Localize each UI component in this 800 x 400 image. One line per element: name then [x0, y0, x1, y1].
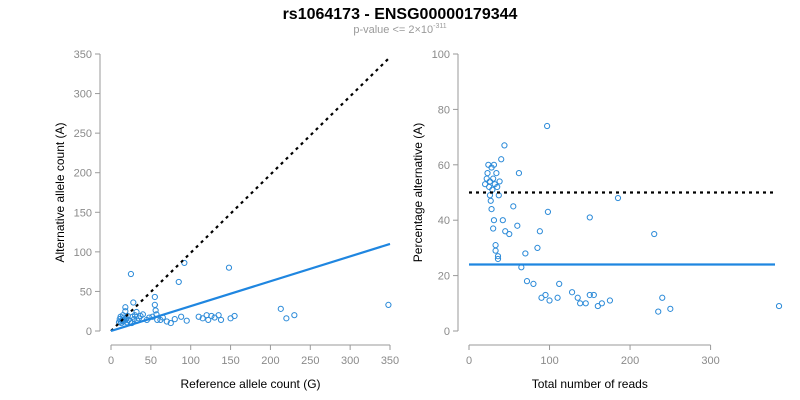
left-x-axis-label: Reference allele count (G) — [180, 377, 320, 391]
left-data-point — [133, 308, 140, 316]
left-data-point — [167, 319, 174, 327]
left-data-point — [283, 315, 290, 322]
left-data-point — [277, 305, 284, 312]
left-reference-line-dotted — [110, 56, 391, 332]
left-y-tick-label: 0 — [86, 326, 92, 338]
left-x-tick-label: 250 — [301, 355, 319, 367]
left-data-point — [215, 312, 222, 319]
left-fit-line-solid — [110, 242, 391, 333]
left-x-tick-label: 0 — [108, 355, 114, 367]
left-data-point — [151, 301, 158, 308]
left-x-tick-label: 100 — [182, 355, 200, 367]
left-x-tick-label: 300 — [341, 355, 359, 367]
left-data-point — [171, 316, 178, 323]
chart-subtitle: p-value <= 2×10-311 — [0, 23, 800, 36]
left-data-point — [199, 315, 206, 322]
left-data-point — [178, 313, 185, 320]
left-data-point — [163, 318, 170, 325]
left-data-point — [151, 293, 158, 301]
left-data-point — [122, 308, 129, 315]
left-data-point — [122, 304, 129, 311]
left-data-point — [217, 316, 225, 324]
left-y-tick-label: 200 — [74, 168, 92, 180]
left-data-point — [183, 317, 190, 324]
left-x-tick-label: 200 — [261, 355, 279, 367]
left-x-tick-label: 150 — [221, 355, 239, 367]
left-data-point — [291, 312, 298, 319]
left-x-tick-label: 350 — [381, 355, 399, 367]
left-data-point — [225, 264, 233, 271]
left-data-point — [385, 301, 392, 308]
left-data-point — [175, 278, 182, 286]
left-data-point — [152, 307, 159, 314]
left-data-point — [139, 311, 146, 318]
subtitle-exponent: -311 — [433, 23, 447, 30]
subtitle-text: p-value <= 2×10 — [353, 24, 434, 36]
left-y-tick-label: 150 — [74, 207, 92, 219]
left-data-point — [127, 270, 135, 278]
left-y-tick-label: 100 — [74, 247, 92, 259]
left-data-point — [205, 316, 212, 324]
left-y-axis-label: Alternative allele count (A) — [53, 122, 67, 262]
left-y-tick-label: 300 — [74, 89, 92, 101]
left-y-tick-label: 350 — [74, 49, 92, 61]
left-data-point — [231, 312, 238, 320]
left-data-point — [208, 312, 215, 320]
left-y-tick-label: 50 — [80, 286, 92, 298]
left-x-tick-label: 50 — [145, 355, 157, 367]
left-data-point — [130, 299, 137, 306]
chart-title: rs1064173 - ENSG00000179344 — [282, 6, 518, 23]
left-y-tick-label: 250 — [74, 128, 92, 140]
left-data-point — [195, 313, 202, 320]
